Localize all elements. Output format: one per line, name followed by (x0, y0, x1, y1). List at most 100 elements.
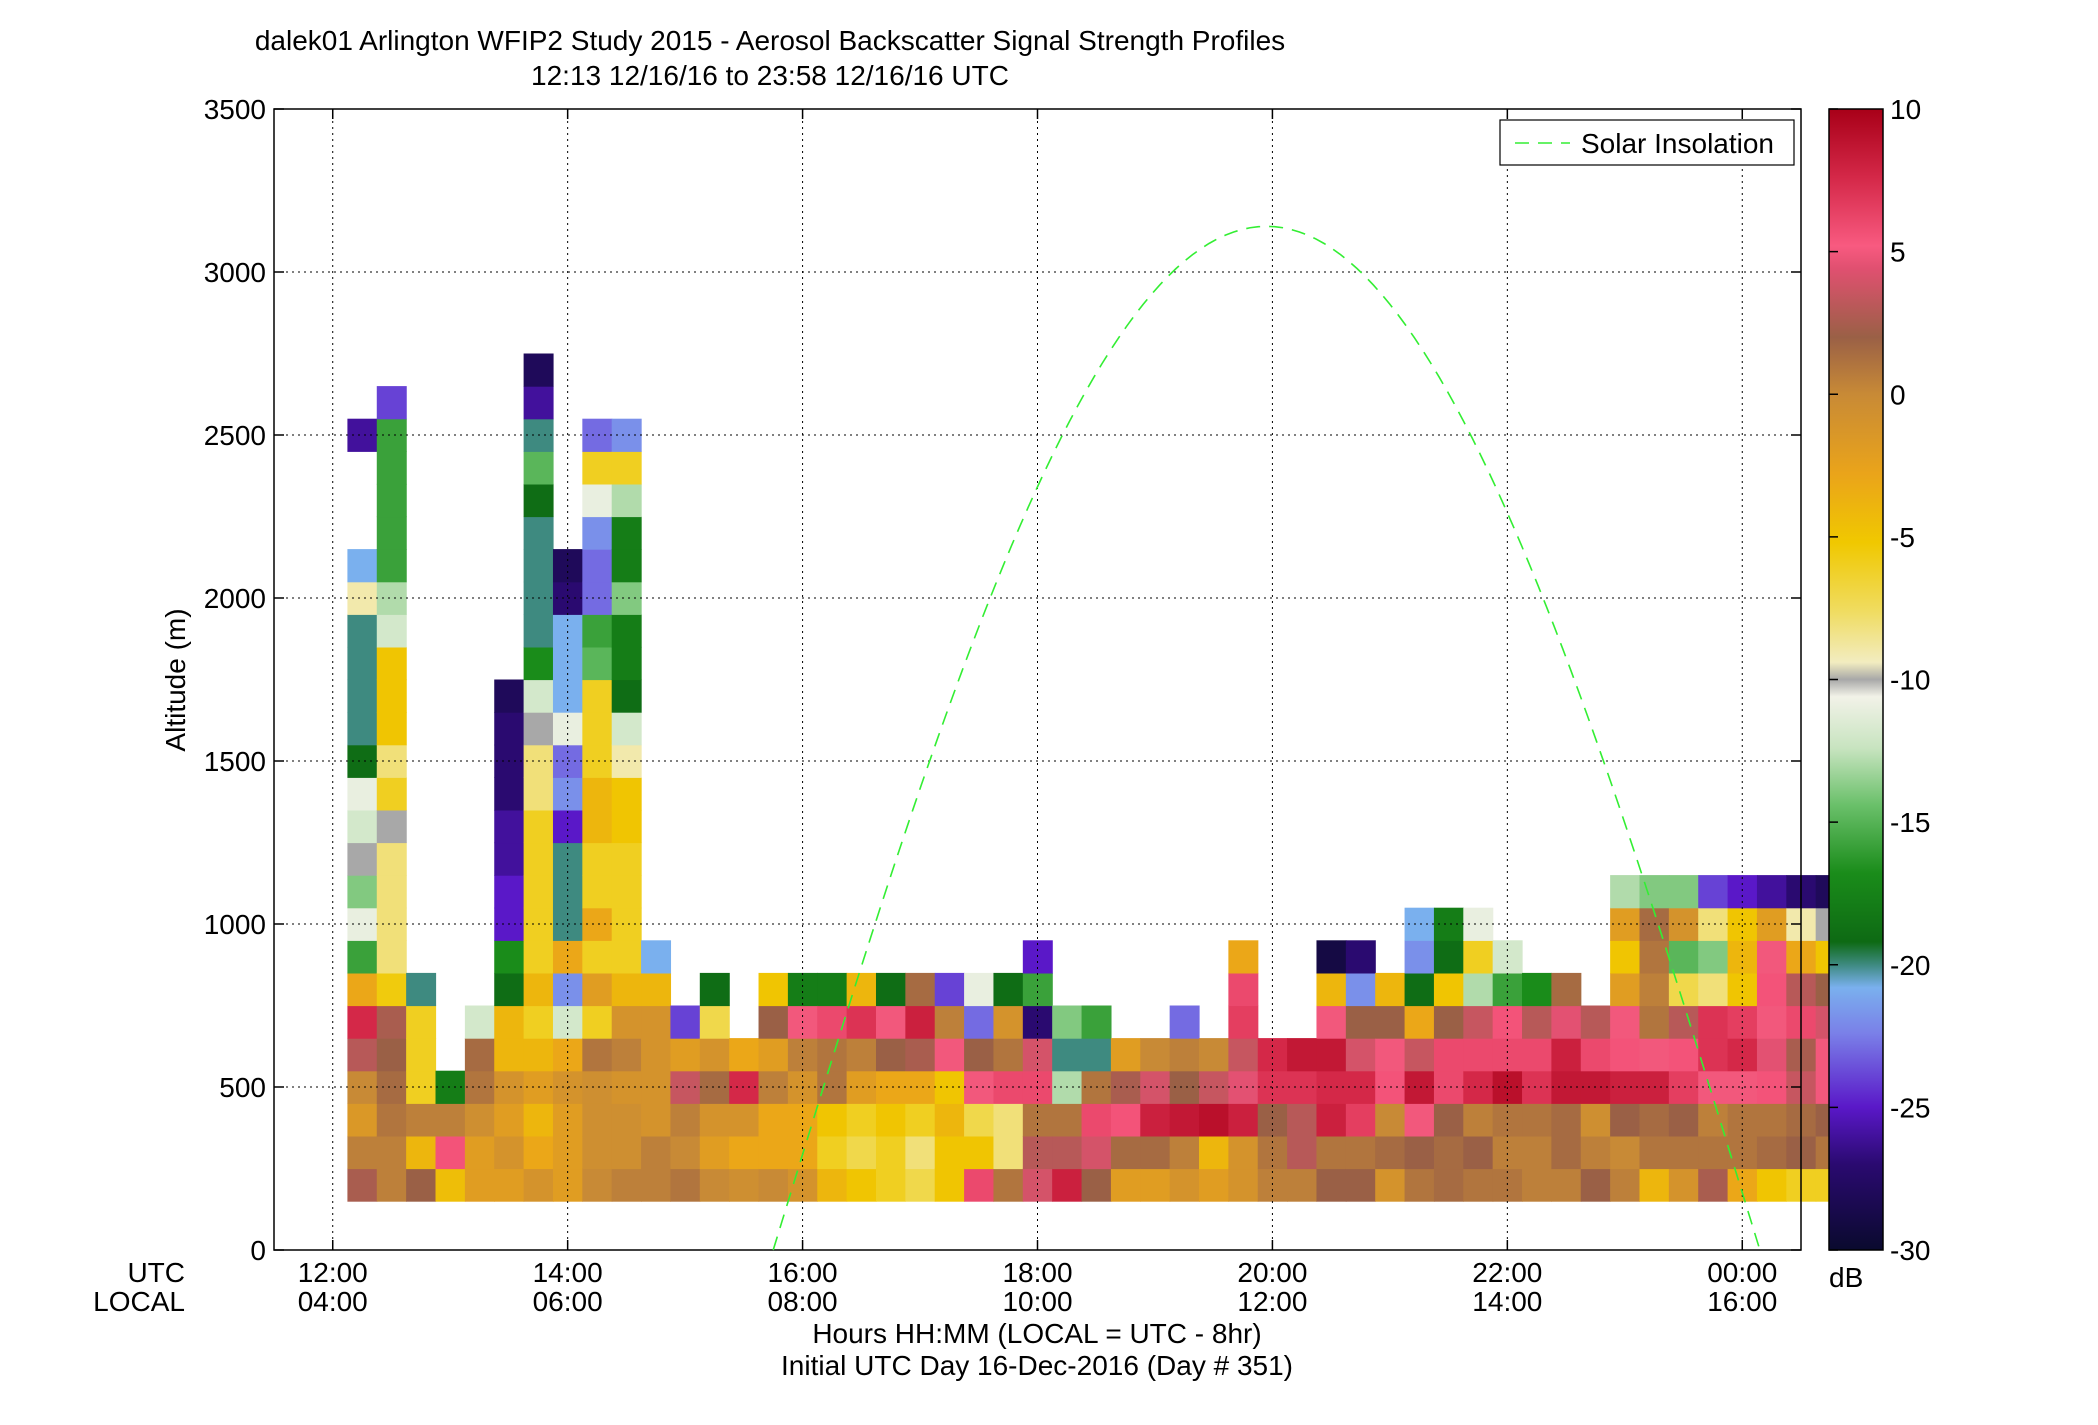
heatmap-cell (377, 1136, 407, 1169)
heatmap-cell (876, 973, 906, 1006)
heatmap-cell (1375, 1136, 1405, 1169)
heatmap-cell (582, 1103, 612, 1136)
heatmap-cell (524, 843, 554, 876)
heatmap-cell (1258, 1038, 1288, 1071)
heatmap-cell (1258, 1103, 1288, 1136)
heatmap-cell (1581, 1136, 1611, 1169)
heatmap-cell (1522, 1136, 1552, 1169)
heatmap-cell (347, 680, 377, 713)
heatmap-cell (1140, 1103, 1170, 1136)
heatmap-cell (1287, 1103, 1317, 1136)
colorbar-tick-label: 5 (1890, 237, 1906, 268)
colorbar: 1050-5-10-15-20-25-30 dB (1829, 94, 1930, 1293)
heatmap-cell (1316, 1006, 1346, 1039)
heatmap-cell (729, 1038, 759, 1071)
heatmap-cell (1228, 1103, 1258, 1136)
heatmap-cell (876, 1103, 906, 1136)
heatmap-cell (582, 1169, 612, 1202)
heatmap-cell (641, 1006, 671, 1039)
heatmap-cell (1581, 1169, 1611, 1202)
heatmap-cell (553, 647, 583, 680)
heatmap-cell (1757, 1103, 1787, 1136)
heatmap-cell (553, 875, 583, 908)
heatmap-cells (347, 354, 1875, 1202)
heatmap-cell (1463, 1103, 1493, 1136)
heatmap-cell (377, 745, 407, 778)
heatmap-cell (524, 875, 554, 908)
heatmap-cell (1639, 973, 1669, 1006)
heatmap-cell (1610, 1103, 1640, 1136)
heatmap-cell (847, 1169, 877, 1202)
heatmap-cell (1316, 1136, 1346, 1169)
heatmap-cell (377, 712, 407, 745)
heatmap-cell (1170, 1136, 1200, 1169)
chart-subtitle: 12:13 12/16/16 to 23:58 12/16/16 UTC (531, 60, 1009, 91)
heatmap-cell (1639, 1169, 1669, 1202)
heatmap-cell (964, 1038, 994, 1071)
x-row-label-utc: UTC (127, 1257, 185, 1288)
heatmap-cell (1405, 973, 1435, 1006)
heatmap-cell (377, 680, 407, 713)
heatmap-cell (935, 1103, 965, 1136)
heatmap-cell (1346, 1038, 1376, 1071)
heatmap-cell (524, 1103, 554, 1136)
heatmap-cell (377, 1169, 407, 1202)
heatmap-cell (1610, 973, 1640, 1006)
heatmap-cell (1551, 1006, 1581, 1039)
heatmap-cell (1082, 1006, 1112, 1039)
heatmap-cell (1463, 1169, 1493, 1202)
heatmap-cell (377, 875, 407, 908)
heatmap-cell (1757, 875, 1787, 908)
heatmap-cell (759, 973, 789, 1006)
heatmap-cell (1757, 1136, 1787, 1169)
heatmap-cell (1052, 1136, 1082, 1169)
heatmap-cell (1405, 1038, 1435, 1071)
heatmap-cell (1463, 1071, 1493, 1104)
heatmap-cell (1581, 1103, 1611, 1136)
chart-title: dalek01 Arlington WFIP2 Study 2015 - Aer… (255, 25, 1285, 56)
heatmap-cell (1258, 1136, 1288, 1169)
heatmap-cell (612, 940, 642, 973)
heatmap-cell (1140, 1136, 1170, 1169)
heatmap-cell (1493, 973, 1523, 1006)
heatmap-cell (700, 1006, 730, 1039)
heatmap-cell (1522, 1006, 1552, 1039)
heatmap-cell (524, 549, 554, 582)
heatmap-cell (612, 614, 642, 647)
heatmap-cell (347, 1071, 377, 1104)
heatmap-cell (524, 647, 554, 680)
heatmap-cell (847, 1006, 877, 1039)
heatmap-cell (1581, 1006, 1611, 1039)
heatmap-cell (729, 1103, 759, 1136)
heatmap-cell (788, 1038, 818, 1071)
heatmap-cell (1140, 1038, 1170, 1071)
heatmap-cell (1757, 1169, 1787, 1202)
heatmap-cell (1463, 908, 1493, 941)
heatmap-cell (612, 777, 642, 810)
y-tick-label: 3500 (204, 94, 266, 125)
heatmap-cell (377, 1038, 407, 1071)
heatmap-cell (612, 549, 642, 582)
title-block: dalek01 Arlington WFIP2 Study 2015 - Aer… (255, 25, 1285, 91)
heatmap-cell (1639, 1103, 1669, 1136)
heatmap-cell (935, 1006, 965, 1039)
colorbar-tick-label: -15 (1890, 807, 1930, 838)
heatmap-cell (377, 777, 407, 810)
heatmap-cell (1199, 1136, 1229, 1169)
heatmap-cell (1522, 1038, 1552, 1071)
heatmap-cell (670, 1006, 700, 1039)
heatmap-cell (612, 843, 642, 876)
heatmap-cell (847, 1136, 877, 1169)
heatmap-cell (1757, 1006, 1787, 1039)
heatmap-cell (817, 1136, 847, 1169)
heatmap-cell (1052, 1169, 1082, 1202)
heatmap-cell (700, 1136, 730, 1169)
heatmap-cell (582, 517, 612, 550)
heatmap-cell (905, 1071, 935, 1104)
heatmap-cell (964, 1006, 994, 1039)
heatmap-cell (612, 875, 642, 908)
heatmap-cell (524, 973, 554, 1006)
heatmap-cell (494, 843, 524, 876)
heatmap-cell (377, 549, 407, 582)
heatmap-cell (670, 1038, 700, 1071)
